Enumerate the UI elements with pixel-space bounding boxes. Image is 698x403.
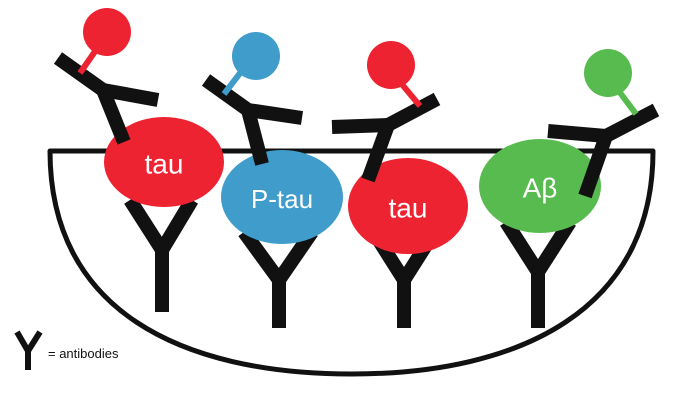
detection-antibody-1	[53, 8, 160, 145]
detection-antibody-3	[331, 41, 441, 183]
legend: = antibodies	[14, 330, 119, 370]
detection-tag-linker-1	[77, 48, 99, 75]
protein-ptau	[221, 150, 343, 244]
detection-tag-4	[584, 49, 632, 97]
protein-tau-1	[104, 117, 224, 207]
detection-tag-2	[232, 32, 280, 80]
protein-label-ptau: P-tau	[251, 184, 313, 214]
protein-abeta	[479, 139, 601, 233]
protein-tau-2	[348, 158, 468, 254]
capture-antibody-4	[500, 218, 576, 328]
detection-antibody-2	[201, 32, 304, 166]
detection-antibody-4	[547, 49, 660, 199]
detection-tag-1	[83, 8, 131, 56]
capture-antibody-1	[124, 196, 199, 312]
protein-label-tau-2: tau	[389, 193, 428, 224]
detection-tag-linker-3	[397, 80, 423, 108]
protein-label-abeta: Aβ	[523, 173, 558, 204]
legend-antibody-symbol	[14, 330, 43, 370]
detection-tag-linker-4	[615, 88, 639, 116]
protein-label-tau-1: tau	[145, 149, 184, 180]
legend-text: = antibodies	[48, 346, 119, 361]
detection-tag-3	[367, 41, 415, 89]
